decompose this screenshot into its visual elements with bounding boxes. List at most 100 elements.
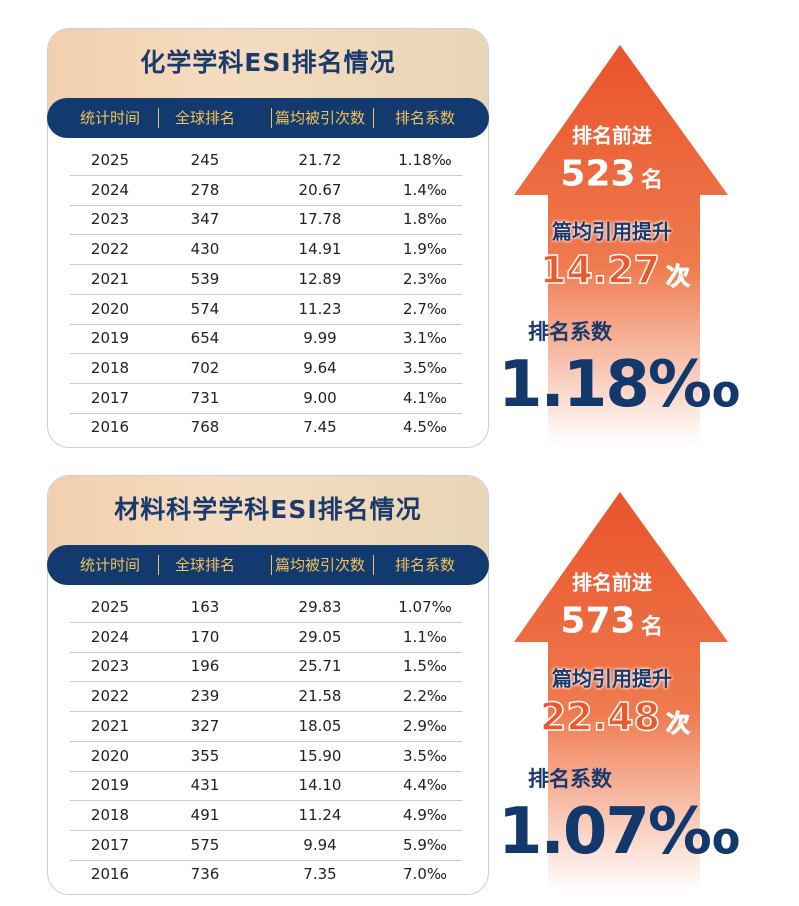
coef-label: 排名系数 <box>528 767 612 791</box>
table-cell: 5.9‰ <box>403 835 447 854</box>
table-cell: 2022 <box>90 687 130 706</box>
table-cell: 7.0‰ <box>403 865 447 884</box>
table-cell: 2.3‰ <box>403 269 447 288</box>
header-separator <box>157 555 159 575</box>
table-cell: 355 <box>190 746 220 765</box>
header-cell: 篇均被引次数 <box>274 109 366 127</box>
table-title: 化学学科ESI排名情况 <box>140 48 396 77</box>
rank-label: 排名前进 <box>572 570 652 595</box>
table-cell: 491 <box>190 805 220 824</box>
table-header: 统计时间 全球排名 篇均被引次数 排名系数 <box>47 545 489 585</box>
arrow <box>514 45 728 445</box>
table-cell: 239 <box>190 687 220 706</box>
row-line <box>70 622 462 623</box>
table-cell: 29.05 <box>298 627 342 646</box>
table-cell: 1.1‰ <box>403 627 447 646</box>
table-cell: 2024 <box>90 180 130 199</box>
rank-value: 523 <box>560 153 636 195</box>
row-line <box>70 204 462 206</box>
table-cell: 347 <box>190 210 220 229</box>
table-cell: 14.91 <box>298 240 342 259</box>
header-separator <box>270 555 272 575</box>
table-cell: 2019 <box>90 776 130 795</box>
table-cell: 731 <box>190 388 220 407</box>
table-cell: 431 <box>190 776 220 795</box>
citation-label: 篇均引用提升 <box>552 666 672 691</box>
coef-value: 1.07‰ <box>497 795 740 869</box>
table-cell: 2016 <box>90 865 130 884</box>
table-cell: 3.5‰ <box>403 358 447 377</box>
header-cell: 排名系数 <box>394 556 456 574</box>
table-cell: 654 <box>190 329 220 348</box>
table-cell: 29.83 <box>298 598 342 616</box>
table-cell: 2021 <box>90 269 130 288</box>
header-separator <box>372 555 374 575</box>
row-line <box>70 829 462 831</box>
table-cell: 278 <box>190 180 220 199</box>
table-cell: 15.90 <box>298 746 342 765</box>
row-line <box>70 353 462 355</box>
table-cell: 18.05 <box>298 716 342 735</box>
table-cell: 768 <box>190 418 220 437</box>
table-cell: 539 <box>190 269 220 288</box>
table-cell: 11.23 <box>298 299 342 318</box>
row-line <box>70 234 462 236</box>
header-separator <box>157 108 159 128</box>
table-cell: 702 <box>190 358 220 377</box>
table-cell: 3.1‰ <box>403 329 447 348</box>
citation-unit: 次 <box>666 709 691 738</box>
table-cell: 1.5‰ <box>403 657 447 676</box>
arrow-shape <box>514 45 728 445</box>
table-cell: 21.58 <box>298 687 342 706</box>
panel: 材料科学学科ESI排名情况 统计时间 全球排名 篇均被引次数 排名系数 2025 163 29… <box>0 447 799 897</box>
table-cell: 2017 <box>90 388 130 407</box>
table-cell: 3.5‰ <box>403 746 447 765</box>
table-cell: 1.4‰ <box>403 180 447 199</box>
table-cell: 21.72 <box>298 151 342 169</box>
table-cell: 196 <box>190 657 220 676</box>
table-cell: 163 <box>190 598 220 616</box>
table-cell: 2018 <box>90 358 130 377</box>
citation-unit: 次 <box>666 262 691 291</box>
table-cell: 4.1‰ <box>403 388 447 407</box>
header-separator <box>372 108 374 128</box>
header-separator <box>270 108 272 128</box>
table-cell: 2025 <box>90 151 130 169</box>
header-cell: 篇均被引次数 <box>274 556 366 574</box>
row-line <box>70 323 462 325</box>
table-cell: 7.45 <box>303 418 337 437</box>
table-cell: 4.4‰ <box>403 776 447 795</box>
rank-value: 573 <box>560 600 636 642</box>
table-cell: 2017 <box>90 835 130 854</box>
table-cell: 2018 <box>90 805 130 824</box>
table-cell: 1.18‰ <box>398 151 452 169</box>
row-line <box>70 651 462 653</box>
table-cell: 20.67 <box>298 180 342 199</box>
table-cell: 2.9‰ <box>403 716 447 735</box>
arrow-shape <box>514 492 728 892</box>
header-cell: 全球排名 <box>174 109 236 127</box>
row-line <box>70 859 462 861</box>
table-cell: 4.5‰ <box>403 418 447 437</box>
table-cell: 2022 <box>90 240 130 259</box>
row-line <box>70 711 462 713</box>
table-cell: 9.94 <box>303 835 337 854</box>
panel: 化学学科ESI排名情况 统计时间 全球排名 篇均被引次数 排名系数 2025 245 21.7… <box>0 0 799 450</box>
row-line <box>70 175 462 176</box>
table-title: 材料科学学科ESI排名情况 <box>114 495 422 524</box>
table-cell: 1.8‰ <box>403 210 447 229</box>
coef-label: 排名系数 <box>528 320 612 344</box>
header-cell: 全球排名 <box>174 556 236 574</box>
table-cell: 11.24 <box>298 805 342 824</box>
table-cell: 2020 <box>90 299 130 318</box>
rank-unit: 名 <box>640 168 664 193</box>
citation-label: 篇均引用提升 <box>552 219 672 244</box>
table-cell: 575 <box>190 835 220 854</box>
table-cell: 17.78 <box>298 210 342 229</box>
table-cell: 25.71 <box>298 657 342 676</box>
table-cell: 2023 <box>90 657 130 676</box>
arrow <box>514 492 728 892</box>
table-cell: 2.2‰ <box>403 687 447 706</box>
rank-label: 排名前进 <box>572 123 652 148</box>
row-line <box>70 740 462 742</box>
